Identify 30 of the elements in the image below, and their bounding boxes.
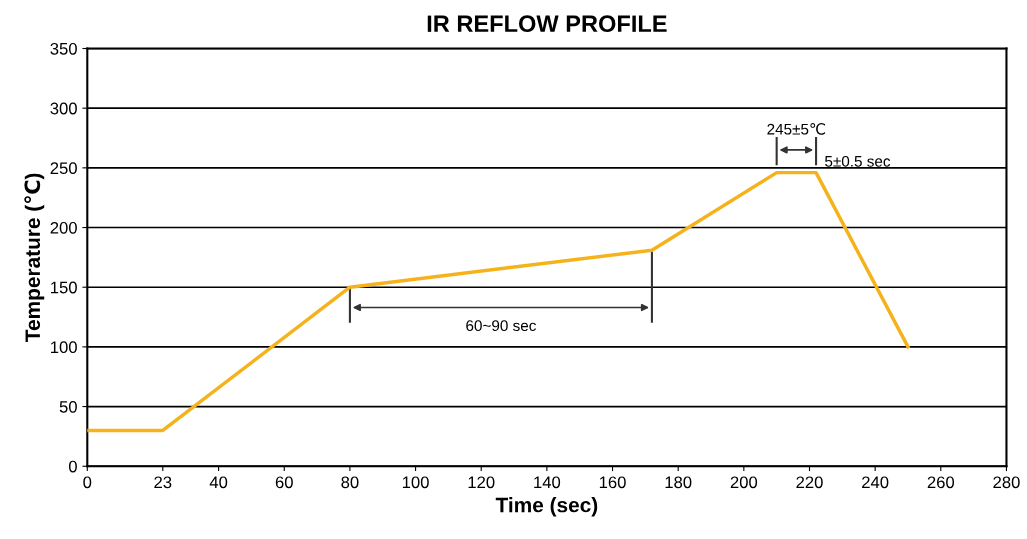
- y-axis-title: Temperature (℃): [24, 173, 45, 342]
- x-tick-label: 280: [993, 476, 1020, 489]
- x-tick-label: 240: [862, 476, 889, 489]
- annotation: 245±5℃: [767, 123, 826, 135]
- y-tick-label: 200: [50, 221, 77, 234]
- annotation: 60~90 sec: [466, 320, 536, 332]
- y-tick-label: 300: [50, 102, 77, 115]
- x-tick-label: 0: [83, 476, 92, 489]
- x-tick-label: 120: [468, 476, 495, 489]
- chart-title: IR REFLOW PROFILE: [427, 15, 667, 33]
- x-tick-label: 200: [730, 476, 758, 489]
- y-tick-label: 100: [51, 341, 77, 354]
- y-tick-label: 0: [68, 460, 77, 473]
- annotation: 5±0.5 sec: [825, 155, 891, 167]
- x-tick-label: 220: [796, 476, 823, 489]
- x-tick-label: 80: [341, 476, 359, 489]
- x-tick-label: 100: [402, 476, 429, 489]
- y-tick-label: 250: [50, 162, 77, 175]
- x-tick-label: 140: [534, 476, 561, 489]
- x-axis-title: Time (sec): [495, 497, 598, 517]
- y-tick-label: 150: [51, 281, 77, 294]
- x-tick-label: 260: [927, 476, 955, 489]
- x-tick-label: 60: [275, 476, 293, 489]
- x-tick-label: 160: [599, 476, 626, 489]
- x-tick-label: 23: [154, 476, 172, 489]
- x-tick-label: 180: [665, 476, 692, 489]
- x-tick-label: 40: [209, 476, 228, 489]
- y-tick-label: 50: [59, 400, 77, 413]
- line-series: [87, 170, 910, 433]
- y-tick-label: 350: [50, 42, 77, 55]
